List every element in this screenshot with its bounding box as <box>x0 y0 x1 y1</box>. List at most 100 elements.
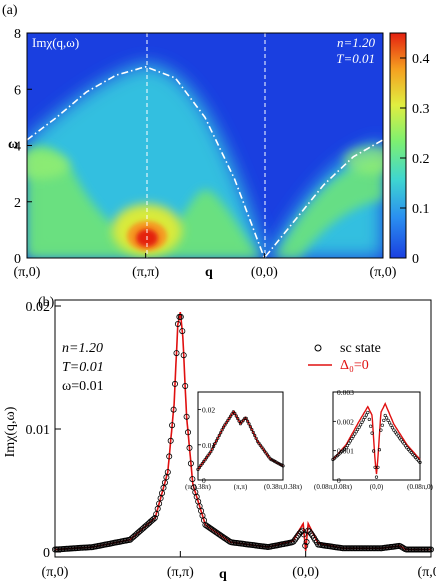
sc-state-marker <box>173 350 180 357</box>
inset-pi-pi-marker <box>224 421 228 425</box>
sc-state-marker <box>400 545 407 552</box>
green-band-left <box>27 146 262 258</box>
inset-zero-zero-marker <box>374 475 379 479</box>
upper-green-left <box>27 151 70 179</box>
inset-zero-zero-marker <box>369 424 373 428</box>
sc-state-marker <box>300 531 307 538</box>
colorbar-tick-label: 0.2 <box>412 152 430 167</box>
sc-state-marker <box>375 545 382 552</box>
inset-zero-zero-marker <box>363 415 367 420</box>
heatmap-y-tick-label: 6 <box>14 83 21 98</box>
inset-zero-zero-marker <box>357 425 361 429</box>
inset-zero-zero-marker <box>370 431 374 435</box>
inset-zero-zero-marker <box>354 430 358 434</box>
inset-pi-pi-x-tick-label: (π,0.38π) <box>185 483 211 491</box>
sc-state-marker <box>299 527 306 534</box>
legend-label-delta0: Δ₀=0 <box>340 358 369 373</box>
sc-state-marker <box>187 460 194 467</box>
line-plot-T-label: T=0.01 <box>62 360 104 375</box>
sc-state-marker <box>403 546 410 553</box>
inset-zero-zero-marker <box>351 434 355 438</box>
inset-zero-zero-marker <box>345 443 350 448</box>
colorbar-gradient <box>389 32 407 259</box>
heatmap-quantity-label: Imχ(q,ω) <box>32 35 79 50</box>
inset-pi-pi: 0 0.01 0.02 (π,0.38π) (π,π) (0.38π,0.38π) <box>185 391 303 491</box>
inset-zero-zero-marker <box>367 417 371 422</box>
heatmap-T-label: T=0.01 <box>336 51 375 66</box>
inset-pi-pi-marker <box>237 419 241 423</box>
continuum-edge-line <box>27 65 383 258</box>
heatmap-y-ticks: 0 2 4 6 8 <box>14 27 32 267</box>
colorbar-tick-label: 0.1 <box>412 202 430 217</box>
sc-state-marker <box>302 542 309 549</box>
colorbar-tick-label: 0.3 <box>412 102 430 117</box>
inset-zero-zero-marker <box>386 418 390 423</box>
inset-pi-pi-marker <box>213 442 217 446</box>
inset-zero-zero-marker <box>348 439 353 443</box>
inset-pi-pi-marker <box>230 412 234 416</box>
heatmap-y-tick-label: 4 <box>14 140 21 155</box>
sc-state-marker <box>151 515 158 522</box>
inset-zero-zero-x-tick-label: (0,0) <box>370 483 384 491</box>
inset-pi-pi-marker <box>243 416 247 421</box>
inset-zero-zero-marker <box>395 432 399 436</box>
sc-state-marker <box>167 437 174 444</box>
line-plot-x-tick-label: (π,π) <box>167 565 194 580</box>
heatmap-y-axis-label: ω <box>8 137 18 152</box>
legend: sc state Δ₀=0 <box>308 341 381 373</box>
sc-state-marker <box>153 511 160 518</box>
inset-zero-zero-marker <box>361 418 366 422</box>
sc-state-marker <box>397 543 404 550</box>
inset-pi-pi-x-tick-label: (π,π) <box>234 483 248 491</box>
line-plot: 00.010.02 (π,0)(π,π)(0,0)(π,0) Imχ(q,ω) … <box>3 299 436 582</box>
inset-zero-zero-marker <box>399 438 403 442</box>
line-plot-x-tick-label: (0,0) <box>292 565 319 580</box>
inset-pi-pi-marker <box>226 419 230 423</box>
inset-zero-zero-marker <box>364 413 369 417</box>
inset-pi-pi-marker <box>247 422 251 426</box>
inset-zero-zero-marker <box>360 420 364 424</box>
sc-state-marker <box>169 422 176 429</box>
inset-pi-pi-marker <box>209 450 213 454</box>
line-plot-x-tick-label: (π,0) <box>42 565 69 580</box>
inset-zero-zero-marker <box>344 446 348 450</box>
sc-state-marker <box>425 546 432 553</box>
inset-zero-zero-marker <box>376 465 380 469</box>
sc-state-marker <box>180 352 187 359</box>
inset-zero-zero-y-tick-label: 0 <box>337 476 341 485</box>
inset-pi-pi-marker <box>207 452 211 456</box>
sc-state-marker <box>166 453 173 460</box>
inset-zero-zero-marker <box>377 448 382 452</box>
sc-state-marker <box>293 534 300 541</box>
inset-pi-pi-marker <box>281 464 285 468</box>
inset-zero-zero-marker <box>418 460 422 465</box>
inset-pi-pi-marker <box>220 428 224 432</box>
line-plot-y-tick-label: 0 <box>43 546 50 561</box>
inset-zero-zero-x-tick-label: (0.08π,0) <box>407 483 433 491</box>
heatmap-n-label: n=1.20 <box>337 35 376 50</box>
inset-pi-pi-marker <box>229 414 233 418</box>
heatmap-y-tick-label: 2 <box>14 196 21 211</box>
sc-state-marker <box>372 545 379 552</box>
heatmap-y-tick-label: 0 <box>14 252 21 267</box>
sc-state-marker <box>177 313 184 320</box>
sc-state-marker <box>179 328 186 335</box>
legend-label-sc-state: sc state <box>340 341 381 356</box>
line-plot-n-label: n=1.20 <box>62 341 103 356</box>
inset-pi-pi-marker <box>251 430 255 435</box>
inset-pi-pi-marker <box>214 439 218 443</box>
heatmap-x-tick-label: (π,0) <box>370 265 397 280</box>
inset-zero-zero-frame <box>332 391 421 481</box>
sc-state-marker <box>189 476 196 483</box>
inset-zero-zero-line <box>332 402 421 475</box>
colorbar-tick-label: 0 <box>412 252 419 267</box>
inset-zero-zero-x-tick-label: (0.08π,0.08π) <box>314 483 353 491</box>
inset-zero-zero-marker <box>372 449 376 453</box>
sc-state-marker <box>410 546 417 553</box>
inset-pi-pi-ticks: 0 0.01 0.02 (π,0.38π) (π,π) (0.38π,0.38π) <box>185 406 303 491</box>
inset-zero-zero-marker <box>401 440 405 444</box>
sc-state-marker <box>422 546 429 553</box>
heatmap-x-ticks: (π,0) (π,π) (0,0) (π,0) <box>14 253 397 280</box>
inset-zero-zero-marker <box>382 418 386 423</box>
inset-zero-zero-marker <box>353 432 357 436</box>
